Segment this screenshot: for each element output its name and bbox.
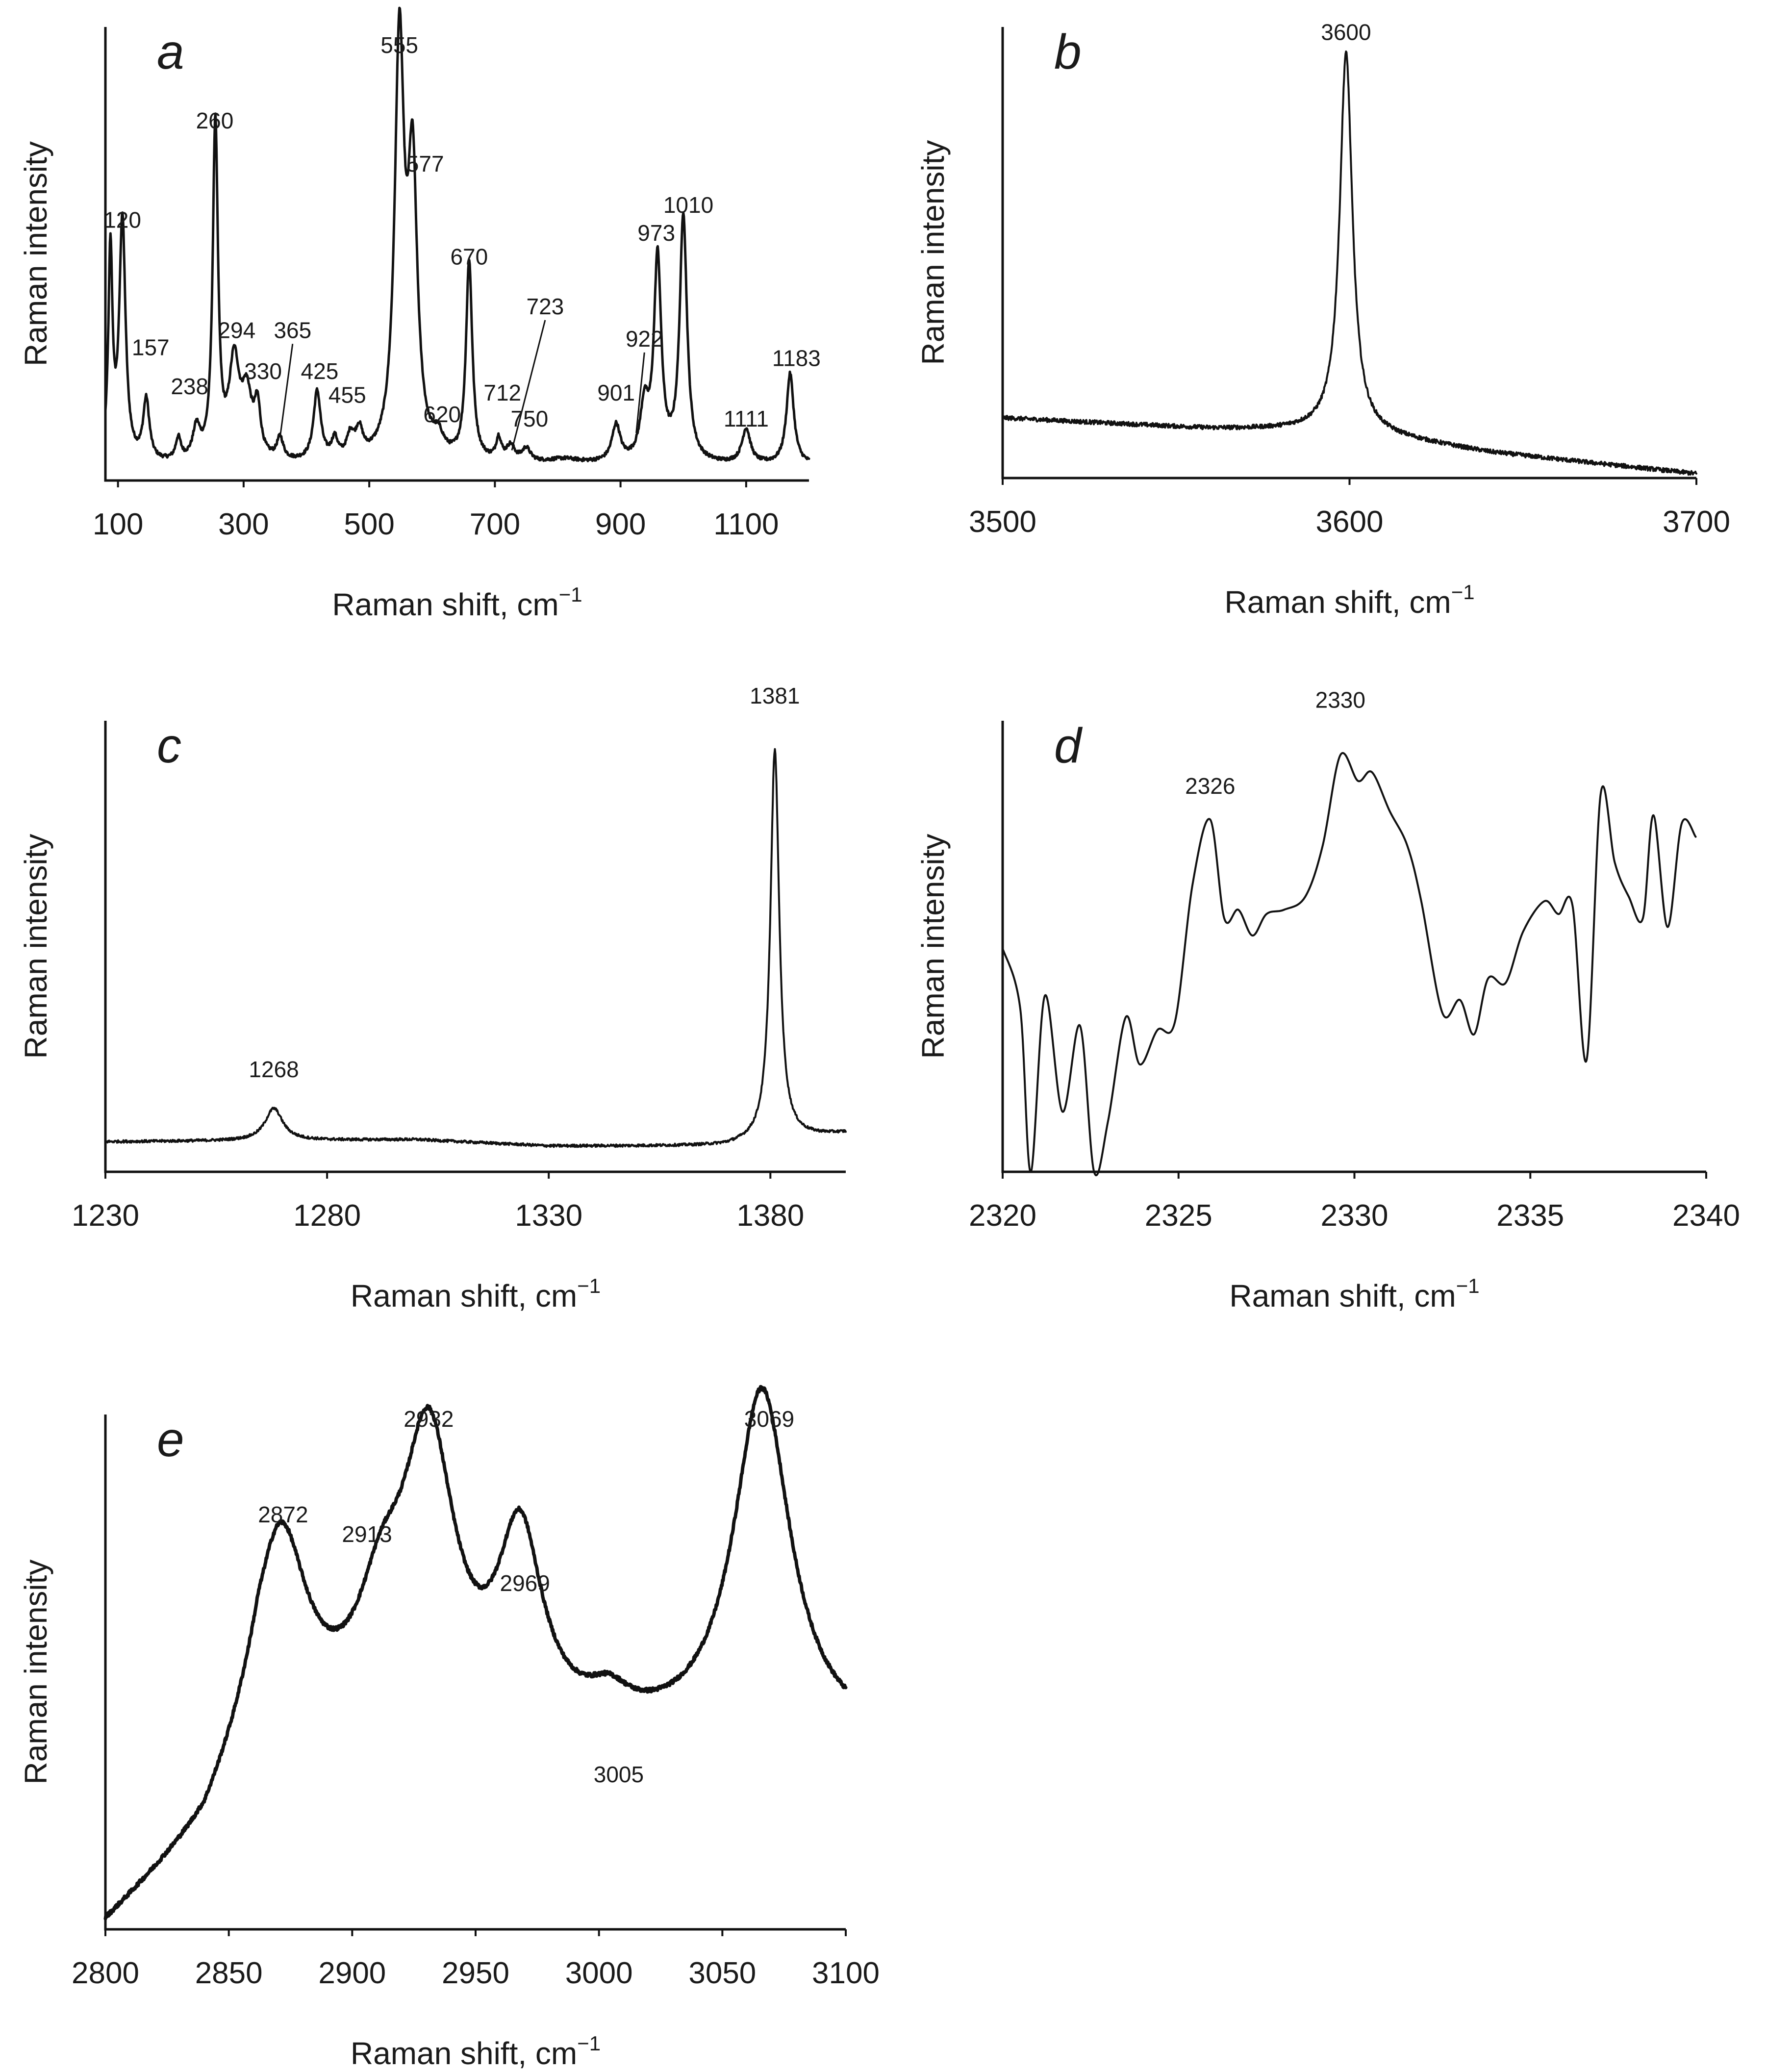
x-tick-label: 2320 [969,1199,1036,1233]
peak-label: 294 [218,317,255,343]
peak-label: 425 [301,358,339,384]
x-tick-label: 3500 [969,505,1036,539]
panel-label-c: c [157,718,181,773]
y-axis-label: Raman intensity [18,834,53,1059]
panel-label-e: e [157,1412,184,1467]
x-tick-label: 1100 [713,507,779,541]
peak-label: 1111 [724,406,769,431]
panel-a: 100 300 500 700 900 1100 Raman shift, cm−1 Rama… [18,6,821,622]
x-tick-label: 700 [470,507,520,541]
peak-label: 238 [171,374,208,399]
x-tick-label: 3100 [812,1956,880,1990]
spectrum-line-b [1002,50,1697,476]
x-tick-label: 2900 [318,1956,386,1990]
x-tick-label: 2950 [442,1956,509,1990]
axes-c [104,721,846,1173]
panel-c: 1230 1280 1330 1380 Raman shift, cm−1 Raman i… [18,683,847,1314]
x-tick-label: 1280 [293,1199,361,1233]
x-axis-label: Raman shift, cm−1 [351,1274,601,1314]
peak-label: 670 [450,244,488,270]
peak-label: 3005 [594,1762,644,1787]
peak-label: 901 [597,380,635,405]
peak-label: 2330 [1315,687,1365,713]
x-tick-label: 3000 [565,1956,633,1990]
peak-label: 120 [103,207,141,233]
peak-label: 922 [626,326,663,352]
x-tick-label: 300 [218,507,269,541]
x-axis-label: Raman shift, cm−1 [351,2032,601,2071]
peak-label: 330 [244,358,282,384]
peak-leader-line [635,352,645,433]
x-tick-label: 100 [93,507,143,541]
axes-d [1001,721,1706,1173]
peak-label: 973 [637,220,675,246]
panel-b: 3500 3600 3700 Raman shift, cm−1 Raman inten… [915,19,1730,620]
x-axis-label: Raman shift, cm−1 [1229,1274,1479,1314]
x-tick-label: 3700 [1663,505,1730,539]
panel-label-b: b [1054,25,1082,79]
y-axis-label: Raman intensity [915,140,951,365]
peak-label: 555 [380,32,418,58]
x-tick-label: 2330 [1321,1199,1388,1233]
peak-leader-line [279,344,294,438]
axes-e [104,1415,846,1931]
y-axis-label: Raman intensity [18,141,53,366]
peak-label: 2932 [404,1406,454,1432]
x-tick-label: 2340 [1672,1199,1740,1233]
x-tick-label: 900 [595,507,646,541]
panel-label-a: a [157,25,184,79]
peak-label: 2326 [1185,773,1235,799]
y-axis-label: Raman intensity [915,834,951,1059]
spectrum-line-e [103,1385,848,1920]
peak-label: 3600 [1321,19,1371,45]
x-axis-label: Raman shift, cm−1 [1224,581,1474,620]
peak-label: 1010 [663,192,713,218]
x-tick-label: 2325 [1145,1199,1212,1233]
x-tick-label: 3050 [688,1956,756,1990]
peak-label: 2872 [258,1502,308,1527]
peak-label: 365 [274,317,311,343]
peak-label: 1183 [772,346,821,371]
peak-label: 723 [527,294,564,319]
x-tick-label: 2800 [72,1956,139,1990]
x-axis-label: Raman shift, cm−1 [332,583,582,622]
spectrum-line-d [1002,752,1697,1177]
peak-label: 1268 [249,1057,299,1082]
y-axis-label: Raman intensity [18,1560,53,1785]
axes-a [104,27,809,482]
peak-label: 2969 [500,1570,550,1596]
x-tick-label: 1330 [515,1199,582,1233]
peak-label: 3069 [744,1406,794,1432]
peak-label: 712 [483,380,521,405]
panel-label-d: d [1054,718,1083,773]
x-tick-label: 2850 [195,1956,263,1990]
peak-label: 260 [196,108,234,133]
x-tick-label: 1380 [736,1199,804,1233]
peak-label: 1381 [750,683,800,708]
x-tick-label: 2335 [1496,1199,1564,1233]
spectrum-line-a [104,6,810,462]
peak-label: 157 [132,335,170,360]
peak-leader-line [511,320,546,451]
panel-d: 2320 2325 2330 2335 2340 Raman shift, cm−1 Ram… [915,687,1740,1314]
x-tick-label: 3600 [1316,505,1384,539]
panel-e: 2800 2850 2900 2950 3000 3050 3100 Raman shift,… [18,1385,880,2071]
x-tick-label: 1230 [72,1199,139,1233]
x-tick-label: 500 [344,507,394,541]
peak-label: 577 [406,151,444,177]
peak-label: 455 [328,382,366,407]
peak-label: 750 [510,406,548,431]
peak-label: 2913 [342,1521,392,1547]
spectrum-line-c [104,748,847,1148]
peak-label: 620 [423,402,461,427]
